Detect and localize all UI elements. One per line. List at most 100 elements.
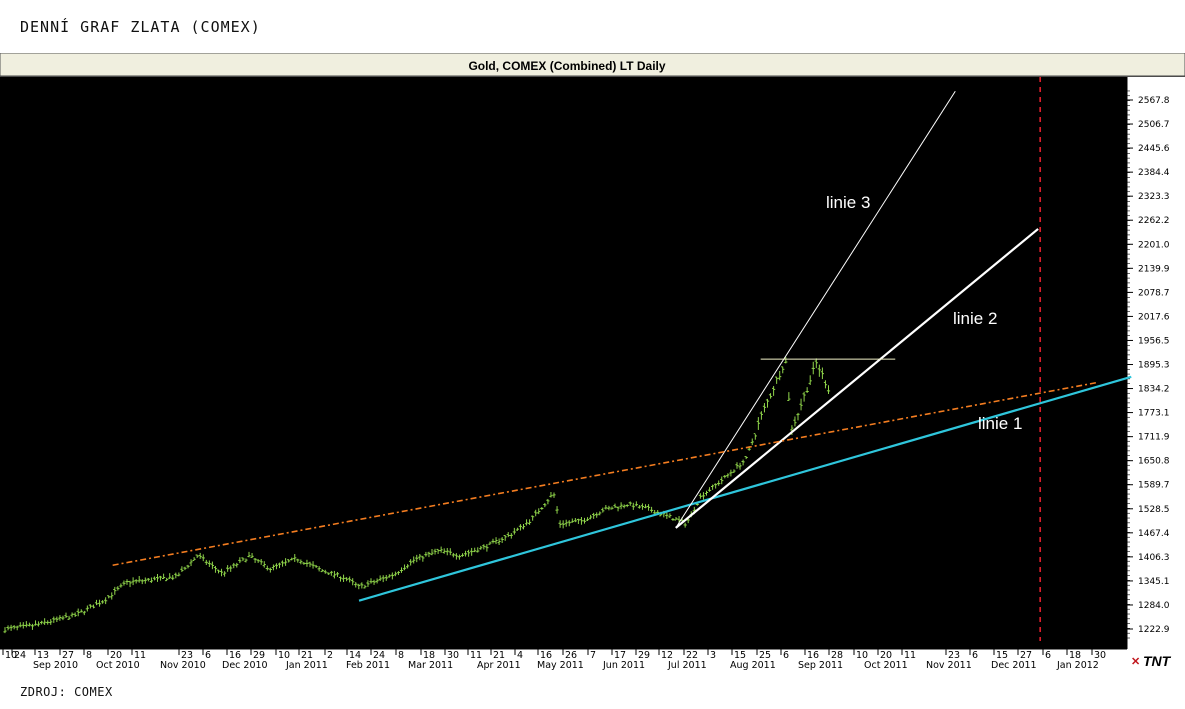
price-tick-label: 2445.6 [1138, 144, 1170, 154]
price-tick-label: 1345.1 [1138, 577, 1170, 587]
date-tick-label: 16 [807, 650, 819, 661]
price-tick-label: 1895.3 [1138, 361, 1170, 371]
tnt-logo: ✕ TNT [1129, 651, 1183, 669]
date-tick-label: 22 [686, 650, 698, 661]
date-tick-label: 11 [134, 650, 146, 661]
month-label: Nov 2011 [926, 660, 972, 671]
trend-line [675, 90, 956, 529]
date-tick-label: 16 [229, 650, 241, 661]
price-tick-label: 1406.3 [1138, 553, 1170, 563]
month-label: Aug 2011 [730, 660, 776, 671]
date-tick-label: 8 [86, 650, 92, 661]
date-tick-label: 20 [880, 650, 892, 661]
price-tick-label: 2139.9 [1138, 264, 1170, 274]
trend-line [358, 375, 1132, 602]
price-tick-label: 2078.7 [1138, 288, 1170, 298]
chart-title: Gold, COMEX (Combined) LT Daily [468, 59, 665, 73]
date-tick-label: 10 [278, 650, 290, 661]
date-tick-label: 25 [759, 650, 771, 661]
source-note: ZDROJ: COMEX [20, 685, 113, 699]
month-label: Mar 2011 [408, 660, 453, 671]
date-tick-label: 27 [62, 650, 74, 661]
price-axis: 2567.8 2506.7 2445.6 2384.4 2323.3 2262.2 2201… [1127, 90, 1170, 639]
date-tick-label: 6 [972, 650, 978, 661]
price-tick-label: 1284.0 [1138, 601, 1170, 611]
month-label: Apr 2011 [477, 660, 521, 671]
price-tick-label: 2017.6 [1138, 312, 1170, 322]
date-axis-panel [0, 649, 1185, 671]
plot-area [0, 77, 1127, 649]
month-label: Jan 2012 [1056, 660, 1099, 671]
price-tick-label: 2323.3 [1138, 192, 1170, 202]
date-tick-label: 8 [398, 650, 404, 661]
date-tick-label: 11 [904, 650, 916, 661]
date-tick-label: 29 [253, 650, 265, 661]
date-tick-label: 14 [349, 650, 361, 661]
trend-line [112, 381, 1099, 567]
price-tick-label: 1956.5 [1138, 336, 1170, 346]
price-tick-label: 1467.4 [1138, 529, 1170, 539]
month-label: Oct 2011 [864, 660, 908, 671]
month-label: May 2011 [537, 660, 584, 671]
date-tick-label: 21 [493, 650, 505, 661]
price-tick-label: 1650.8 [1138, 457, 1170, 467]
month-label: Nov 2010 [160, 660, 206, 671]
price-bars [3, 357, 831, 634]
price-tick-label: 1773.1 [1138, 409, 1170, 419]
trend-lines [112, 77, 1132, 641]
price-axis-panel [1127, 77, 1185, 649]
month-label: Dec 2011 [991, 660, 1037, 671]
trend-line-labels: linie 1 linie 2 linie 3 [826, 193, 1022, 433]
price-tick-label: 1222.9 [1138, 625, 1170, 635]
date-tick-label: 11 [470, 650, 482, 661]
month-label: Jan 2011 [285, 660, 328, 671]
date-tick-label: 18 [423, 650, 435, 661]
date-tick-label: 2 [327, 650, 333, 661]
gold-price-chart: Gold, COMEX (Combined) LT Daily 2567.8 25… [0, 53, 1185, 671]
price-tick-label: 2262.2 [1138, 216, 1170, 226]
svg-text:✕: ✕ [1131, 656, 1140, 668]
date-tick-label: 10 [5, 650, 17, 661]
date-tick-label: 23 [181, 650, 193, 661]
month-label: Jun 2011 [602, 660, 645, 671]
date-tick-label: 4 [517, 650, 523, 661]
svg-text:TNT: TNT [1143, 653, 1172, 669]
price-tick-label: 1589.7 [1138, 481, 1170, 491]
date-tick-label: 26 [565, 650, 577, 661]
date-tick-label: 10 [856, 650, 868, 661]
month-label: Jul 2011 [667, 660, 707, 671]
date-tick-label: 24 [373, 650, 385, 661]
date-tick-label: 29 [638, 650, 650, 661]
date-tick-label: 7 [590, 650, 596, 661]
price-tick-label: 2506.7 [1138, 120, 1170, 130]
month-label: Feb 2011 [346, 660, 390, 671]
price-tick-label: 1834.2 [1138, 385, 1170, 395]
price-tick-label: 1711.9 [1138, 433, 1170, 443]
date-tick-label: 18 [1069, 650, 1081, 661]
price-tick-label: 2567.8 [1138, 96, 1170, 106]
date-tick-label: 12 [661, 650, 673, 661]
month-label: Oct 2010 [96, 660, 140, 671]
month-label: Dec 2010 [222, 660, 268, 671]
chart-caption: DENNÍ GRAF ZLATA (COMEX) [20, 18, 261, 36]
date-tick-label: 28 [831, 650, 843, 661]
month-label: Sep 2010 [33, 660, 78, 671]
date-tick-label: 21 [301, 650, 313, 661]
trend-line-label: linie 1 [978, 414, 1022, 433]
trend-line-label: linie 3 [826, 193, 870, 212]
date-tick-label: 30 [1094, 650, 1106, 661]
date-tick-label: 6 [1045, 650, 1051, 661]
date-tick-label: 27 [1020, 650, 1032, 661]
date-tick-label: 17 [614, 650, 626, 661]
month-label: Sep 2011 [798, 660, 843, 671]
date-tick-label: 13 [37, 650, 49, 661]
date-tick-label: 15 [996, 650, 1008, 661]
price-tick-label: 2384.4 [1138, 168, 1170, 178]
date-tick-label: 6 [783, 650, 789, 661]
date-tick-label: 20 [110, 650, 122, 661]
date-tick-label: 30 [447, 650, 459, 661]
trend-line-label: linie 2 [953, 309, 997, 328]
date-tick-label: 23 [948, 650, 960, 661]
date-tick-label: 3 [710, 650, 716, 661]
